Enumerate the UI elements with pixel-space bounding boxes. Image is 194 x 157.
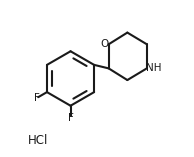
Text: F: F (34, 93, 40, 103)
Text: HCl: HCl (28, 134, 48, 147)
Text: F: F (68, 113, 74, 123)
Text: NH: NH (146, 63, 161, 73)
Text: O: O (100, 39, 108, 49)
